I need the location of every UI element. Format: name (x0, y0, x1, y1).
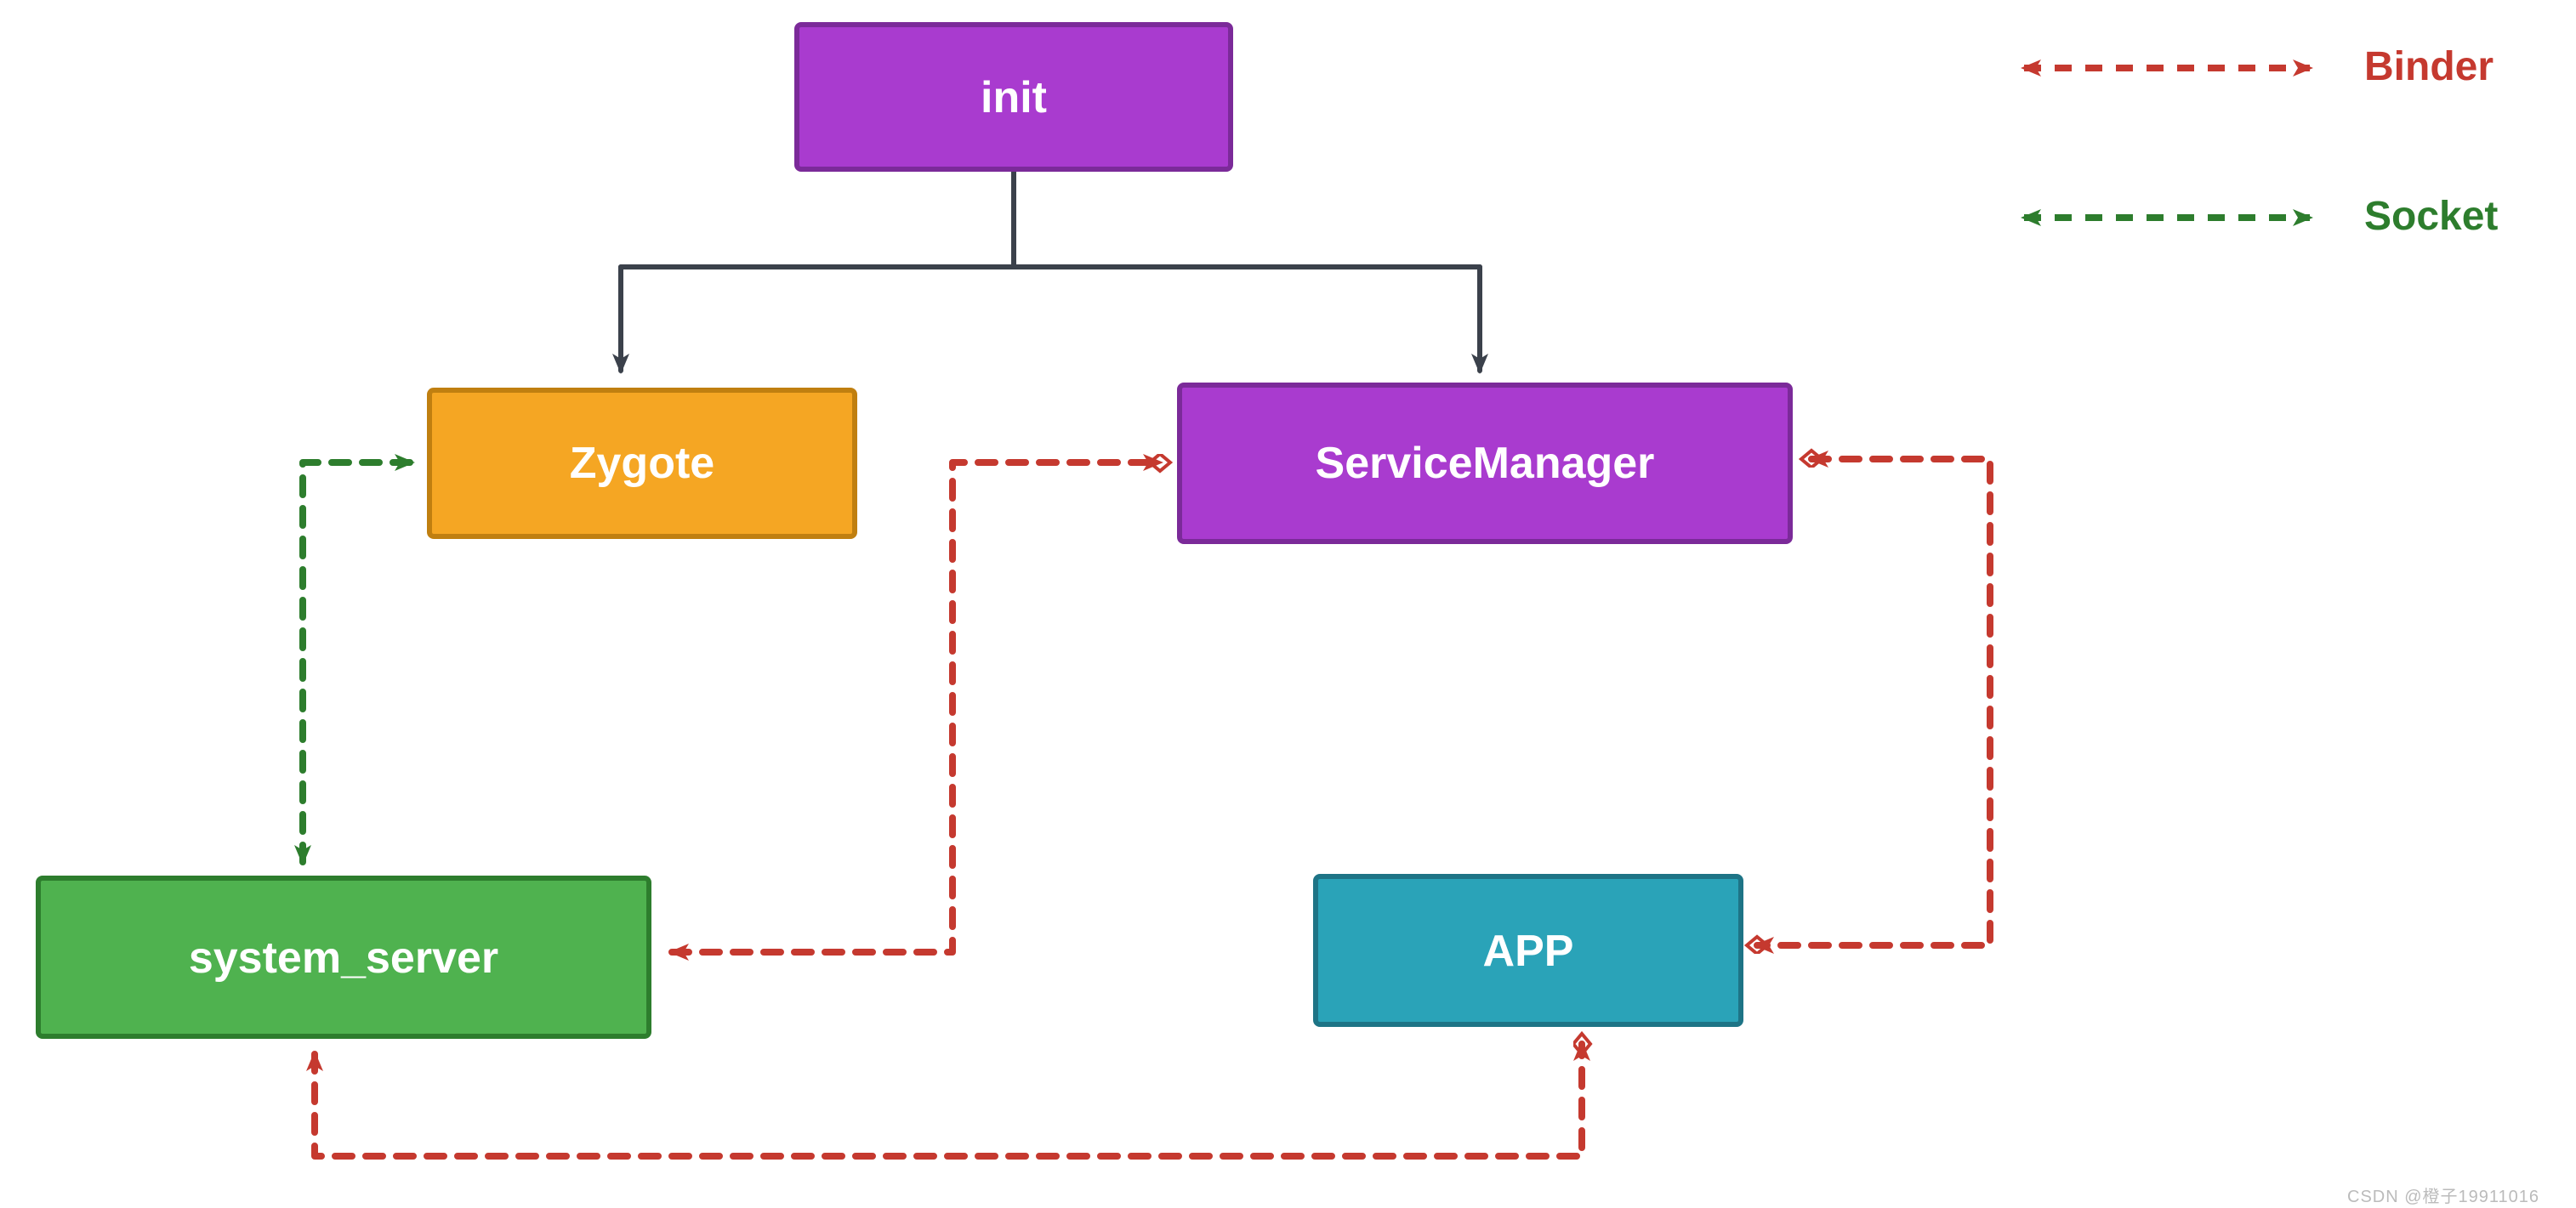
node-init: init (794, 22, 1233, 172)
watermark: CSDN @橙子19911016 (2347, 1182, 2539, 1207)
node-label-servicemanager: ServiceManager (1316, 437, 1655, 490)
node-servicemanager: ServiceManager (1177, 383, 1793, 544)
system_server-app-binder (315, 1044, 1582, 1156)
node-label-init: init (981, 71, 1047, 123)
node-label-app: APP (1483, 924, 1574, 977)
node-zygote: Zygote (427, 388, 857, 539)
node-label-system_server: system_server (189, 931, 498, 984)
zygote-system_server-socket (303, 462, 412, 862)
diagram-canvas: Binder Socket init Zygote ServiceManager syst… (0, 0, 2575, 1207)
legend-label-binder: Binder (2364, 44, 2494, 92)
node-system_server: system_server (36, 876, 651, 1039)
node-app: APP (1313, 874, 1743, 1027)
node-label-zygote: Zygote (570, 437, 714, 490)
legend-label-socket: Socket (2364, 194, 2498, 241)
